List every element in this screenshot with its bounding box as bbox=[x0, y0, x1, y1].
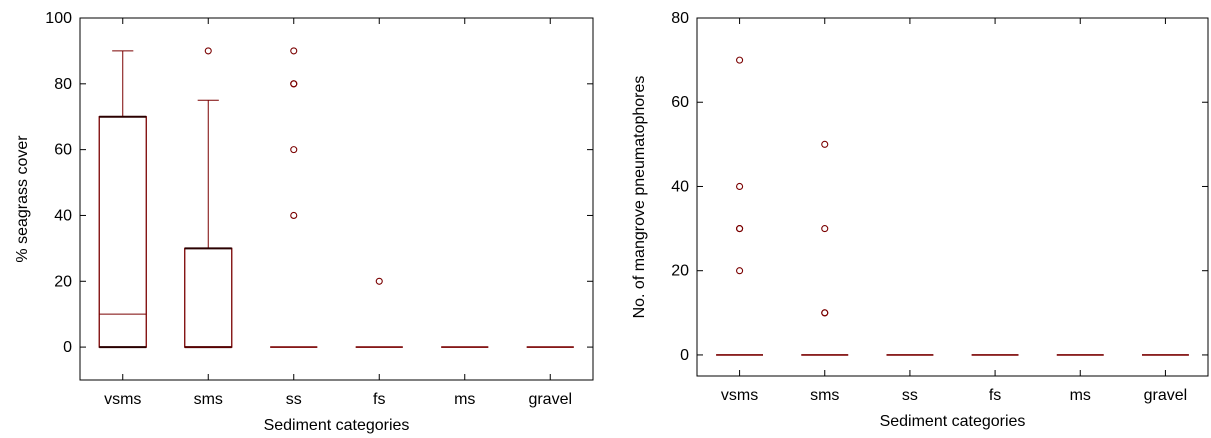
outlier-point bbox=[204, 47, 212, 55]
y-tick-label: 80 bbox=[54, 76, 72, 93]
y-tick-label: 60 bbox=[54, 142, 72, 159]
y-tick-label: 100 bbox=[45, 10, 72, 27]
x-tick-label: ss bbox=[902, 387, 918, 404]
outlier-point bbox=[736, 225, 744, 233]
y-tick-label: 40 bbox=[54, 207, 72, 224]
x-tick-label: ss bbox=[286, 391, 302, 408]
outlier-point bbox=[290, 47, 298, 55]
box bbox=[98, 116, 147, 348]
x-tick-label: vsms bbox=[104, 391, 141, 408]
outlier-point bbox=[290, 80, 298, 88]
outlier-point bbox=[736, 182, 744, 191]
y-tick-label: 20 bbox=[671, 263, 689, 280]
outlier-point bbox=[821, 225, 829, 233]
x-axis-title: Sediment categories bbox=[264, 417, 410, 434]
box bbox=[184, 247, 233, 348]
y-tick-label: 0 bbox=[680, 347, 689, 364]
outlier-point bbox=[736, 267, 744, 275]
x-tick-label: sms bbox=[810, 387, 839, 404]
right-panel: 0 20 40 60 80 vsms sms ss fs ms gravel Sediment cat… bbox=[631, 10, 1209, 430]
outlier-point bbox=[375, 277, 383, 285]
y-tick-label: 40 bbox=[671, 178, 689, 195]
y-tick-label: 0 bbox=[63, 339, 72, 356]
y-tick-label: 20 bbox=[54, 273, 72, 290]
y-axis-title: % seagrass cover bbox=[14, 135, 31, 263]
x-tick-label: gravel bbox=[1144, 387, 1188, 404]
x-tick-label: sms bbox=[194, 391, 223, 408]
outlier-point bbox=[736, 56, 744, 64]
x-tick-label: fs bbox=[989, 387, 1001, 404]
x-tick-label: vsms bbox=[721, 387, 758, 404]
outlier-point bbox=[821, 309, 829, 317]
x-axis-title: Sediment categories bbox=[880, 413, 1026, 430]
plot-frame bbox=[696, 17, 1209, 377]
plot-frame bbox=[79, 17, 594, 381]
y-axis-title: No. of mangrove pneumatophores bbox=[631, 76, 648, 319]
x-tick-label: fs bbox=[373, 391, 385, 408]
outlier-point bbox=[290, 146, 298, 154]
y-tick-label: 80 bbox=[671, 10, 689, 27]
left-panel: 0 20 40 60 80 100 vsms sms ss fs ms gravel Sediment … bbox=[14, 10, 594, 434]
outlier-point bbox=[290, 211, 298, 220]
y-tick-label: 60 bbox=[671, 94, 689, 111]
x-tick-label: ms bbox=[1070, 387, 1091, 404]
x-tick-label: ms bbox=[454, 391, 475, 408]
x-tick-label: gravel bbox=[528, 391, 572, 408]
outlier-point bbox=[821, 140, 829, 148]
